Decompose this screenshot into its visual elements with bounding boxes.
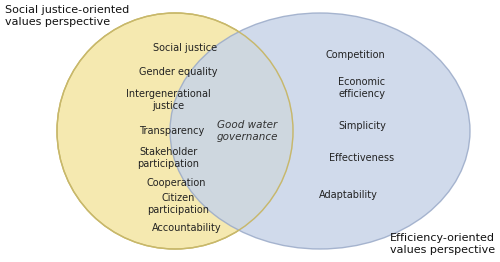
Text: Competition: Competition <box>325 50 385 60</box>
Text: Cooperation: Cooperation <box>146 178 206 188</box>
Text: Simplicity: Simplicity <box>338 121 386 131</box>
Text: Citizen
participation: Citizen participation <box>147 193 209 215</box>
Text: Stakeholder
participation: Stakeholder participation <box>137 147 199 169</box>
Text: Accountability: Accountability <box>152 223 222 233</box>
Text: Adaptability: Adaptability <box>318 190 378 200</box>
Text: Intergenerational
justice: Intergenerational justice <box>126 89 210 111</box>
Text: Good water
governance: Good water governance <box>216 120 278 142</box>
Ellipse shape <box>57 13 293 249</box>
Text: Social justice-oriented
values perspective: Social justice-oriented values perspecti… <box>5 5 129 27</box>
Text: Economic
efficiency: Economic efficiency <box>338 77 386 99</box>
Text: Efficiency-oriented
values perspective: Efficiency-oriented values perspective <box>390 233 495 255</box>
Text: Effectiveness: Effectiveness <box>330 153 394 163</box>
Text: Gender equality: Gender equality <box>139 67 217 77</box>
Ellipse shape <box>170 13 470 249</box>
Text: Transparency: Transparency <box>140 126 204 136</box>
Text: Social justice: Social justice <box>153 43 217 53</box>
